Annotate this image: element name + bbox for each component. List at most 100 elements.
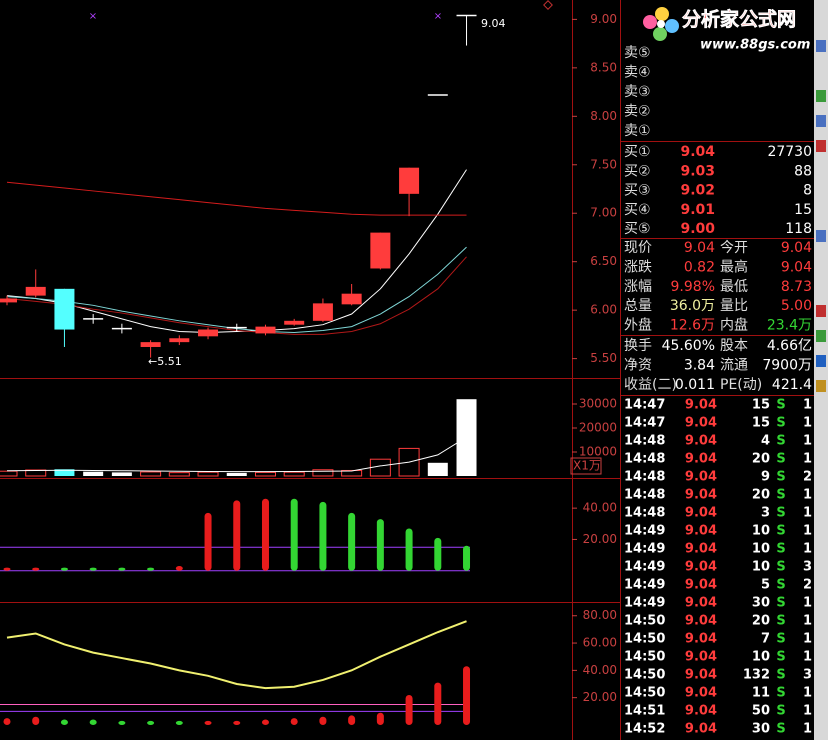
candle-body <box>169 338 190 343</box>
trade-count: 1 <box>803 398 812 413</box>
trade-time: 14:48 <box>624 488 665 503</box>
indicator-bar <box>319 501 327 571</box>
stat-label: 净资 <box>624 357 652 373</box>
trade-side: S <box>776 596 785 611</box>
stat-value: 23.4万 <box>767 318 812 334</box>
candle-body <box>341 293 362 305</box>
trade-side: S <box>776 452 785 467</box>
stat-label: 总量 <box>624 298 652 314</box>
y-tick-label: 10000 <box>579 445 617 459</box>
stat-label: 涨幅 <box>624 279 652 295</box>
stat-label: 现价 <box>624 240 652 256</box>
trade-side: S <box>776 668 785 683</box>
trade-price: 9.04 <box>685 506 717 521</box>
trade-volume: 10 <box>752 560 770 575</box>
trade-volume: 20 <box>752 452 770 467</box>
indicator-bar <box>89 567 97 571</box>
indicator-bar <box>233 720 241 725</box>
trade-price: 9.04 <box>685 578 717 593</box>
y-tick-label: 8.00 <box>590 109 617 123</box>
trade-side: S <box>776 650 785 665</box>
watermark-url: www.88gs.com <box>700 38 810 53</box>
trade-time: 14:50 <box>624 650 665 665</box>
candle-body <box>255 326 276 334</box>
trade-side: S <box>776 578 785 593</box>
buy-level-label: 买① <box>624 144 651 160</box>
candle-body <box>198 329 219 337</box>
volume-bar <box>254 471 276 477</box>
indicator-bar <box>32 567 40 571</box>
stat-value: 7900万 <box>762 357 812 373</box>
indicator-bar <box>348 512 356 571</box>
unit-label: X1万 <box>573 459 601 473</box>
trade-price: 9.04 <box>685 704 717 719</box>
stat-value: 9.04 <box>684 240 715 256</box>
indicator-bar <box>376 519 384 571</box>
candle-body <box>25 286 46 296</box>
stat-label: 最低 <box>720 279 748 295</box>
y-tick-label: 80.00 <box>583 608 617 622</box>
trade-time: 14:50 <box>624 614 665 629</box>
trade-volume: 10 <box>752 524 770 539</box>
indicator-bar <box>175 720 183 725</box>
indicator-bar <box>261 498 269 571</box>
trade-time: 14:49 <box>624 578 665 593</box>
trade-side: S <box>776 560 785 575</box>
indicator-bar <box>290 718 298 725</box>
stat-value: 5.00 <box>781 298 812 314</box>
trade-time: 14:51 <box>624 704 665 719</box>
volume-bar <box>168 472 190 477</box>
trade-volume: 30 <box>752 596 770 611</box>
svg-text:×: × <box>89 11 97 22</box>
stat-value: 8.73 <box>781 279 812 295</box>
y-tick-label: 9.00 <box>590 12 617 26</box>
candle-body <box>399 167 420 194</box>
trade-side: S <box>776 470 785 485</box>
trade-side: S <box>776 506 785 521</box>
indicator-line <box>6 169 467 333</box>
toolbar <box>814 0 828 740</box>
trade-volume: 10 <box>752 542 770 557</box>
trade-time: 14:49 <box>624 560 665 575</box>
trade-time: 14:49 <box>624 542 665 557</box>
buy-volume: 27730 <box>767 144 812 160</box>
stat-label: 流通 <box>720 357 748 373</box>
trade-count: 1 <box>803 542 812 557</box>
trade-price: 9.04 <box>685 452 717 467</box>
indicator-bar <box>261 719 269 725</box>
indicator-bar <box>118 720 126 725</box>
stat-label: 最高 <box>720 258 748 275</box>
trade-volume: 11 <box>752 686 770 701</box>
indicator-bar <box>60 567 68 571</box>
trade-time: 14:47 <box>624 398 665 413</box>
trade-volume: 7 <box>761 632 770 647</box>
indicator-bar <box>434 537 442 571</box>
trade-volume: 15 <box>752 416 770 431</box>
trade-price: 9.04 <box>685 488 717 503</box>
indicator-bar <box>3 567 11 571</box>
indicator-bar <box>405 694 413 725</box>
stat-value: 421.4 <box>772 377 812 393</box>
trade-price: 9.04 <box>685 416 717 431</box>
trade-volume: 5 <box>761 578 770 593</box>
volume-bar <box>140 471 162 477</box>
volume-bar <box>283 471 305 477</box>
trade-count: 1 <box>803 416 812 431</box>
trade-count: 1 <box>803 704 812 719</box>
trade-count: 1 <box>803 722 812 737</box>
sell-level-label: 卖⑤ <box>624 45 651 61</box>
stat-value: 4.66亿 <box>767 338 812 354</box>
candle-body <box>284 320 305 325</box>
candle-body <box>54 288 75 330</box>
trade-price: 9.04 <box>685 686 717 701</box>
trade-time: 14:49 <box>624 524 665 539</box>
trade-price: 9.04 <box>685 668 717 683</box>
indicator-bar <box>118 567 126 571</box>
watermark: 分析家公式网 www.88gs.com <box>643 7 810 53</box>
stat-label: 涨跌 <box>624 259 652 275</box>
y-tick-label: 20000 <box>579 421 617 435</box>
trade-side: S <box>776 704 785 719</box>
buy-price: 9.03 <box>680 163 715 179</box>
candle-body <box>0 298 17 303</box>
